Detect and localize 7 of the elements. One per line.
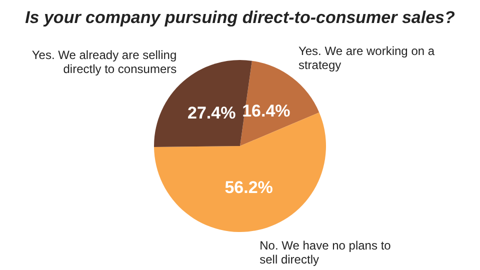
chart-title: Is your company pursuing direct-to-consumer sales?	[24, 8, 456, 29]
data-label: 27.4%	[188, 103, 236, 122]
slice-label: Yes. We already are selling directly to consumers	[32, 48, 177, 76]
data-label: 16.4%	[242, 102, 290, 121]
slice-label: No. We have no plans to sell directly	[260, 238, 392, 266]
slice-label: Yes. We are working on a strategy	[298, 44, 435, 72]
data-label: 56.2%	[224, 178, 273, 197]
